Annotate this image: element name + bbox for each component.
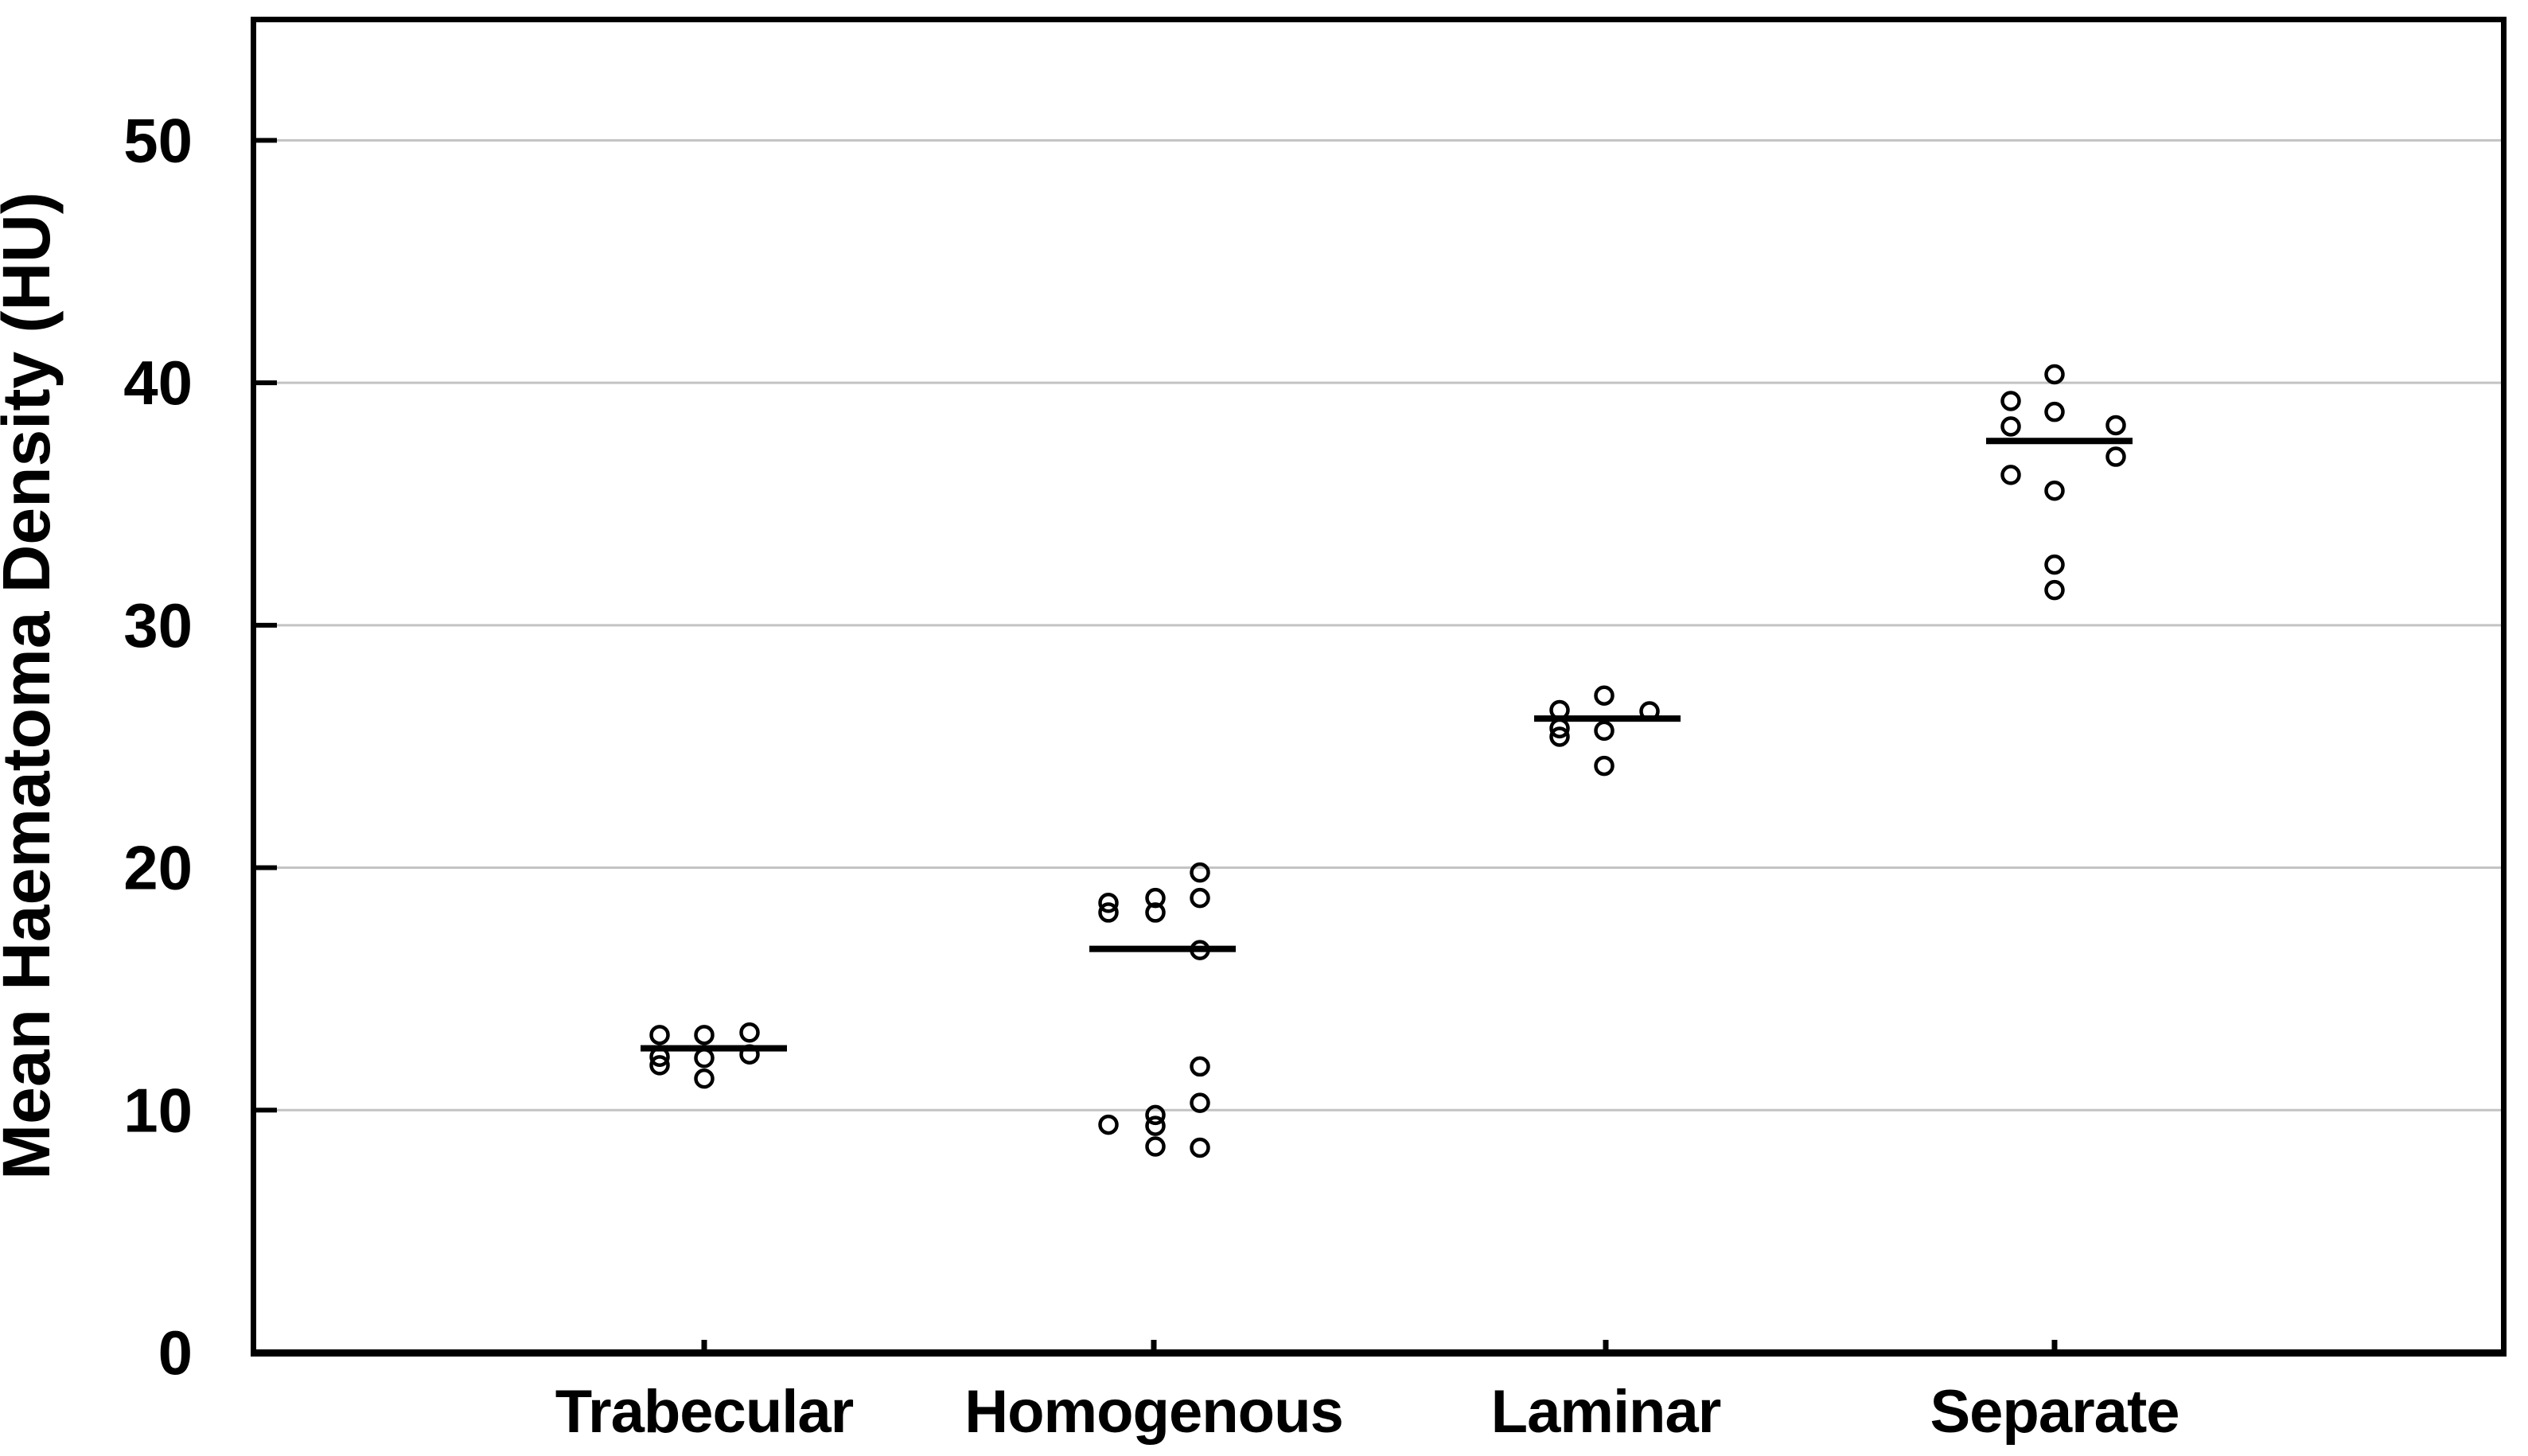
data-point: [1190, 1092, 1210, 1113]
y-axis-tick-40: [253, 380, 277, 386]
axis-ticks-layer: [253, 138, 2058, 1351]
gridline-y20: [253, 866, 2504, 870]
data-point: [2044, 480, 2065, 501]
mean-line-laminar: [1534, 715, 1681, 722]
y-axis-tick-30: [253, 622, 277, 628]
plot-frame: [251, 17, 2507, 1357]
y-tick-label-40: 40: [123, 348, 193, 418]
data-point: [1190, 862, 1210, 883]
data-point: [2105, 415, 2126, 436]
data-point: [1145, 1115, 1166, 1136]
data-point: [1190, 887, 1210, 909]
data-point: [1098, 902, 1119, 923]
data-point: [739, 1022, 760, 1043]
mean-line-trabecular: [641, 1045, 787, 1052]
data-point: [694, 1068, 715, 1089]
data-point: [694, 1025, 715, 1045]
category-label-homogenous: Homogenous: [964, 1378, 1343, 1446]
data-points-layer: [649, 364, 2126, 1158]
axis-tick-labels-layer: 0 10 20 30 40 50 Trabecular Homogenous Laminar Se…: [123, 105, 2179, 1446]
data-point: [1594, 720, 1615, 742]
gridline-y30: [253, 624, 2504, 627]
category-label-trabecular: Trabecular: [555, 1378, 854, 1446]
category-label-separate: Separate: [1930, 1378, 2179, 1446]
y-tick-label-20: 20: [123, 833, 193, 903]
y-axis-tick-50: [253, 138, 277, 143]
data-point: [2000, 391, 2021, 411]
data-point: [739, 1044, 760, 1065]
data-point: [2044, 579, 2065, 601]
data-point: [1549, 718, 1570, 739]
data-point: [1145, 902, 1166, 923]
data-point: [2000, 416, 2021, 437]
data-point: [1190, 1056, 1210, 1077]
data-point: [1098, 892, 1119, 913]
gridlines-layer: [253, 138, 2504, 1111]
data-point: [2044, 554, 2065, 575]
mean-line-separate: [1986, 438, 2133, 445]
data-point: [1145, 1136, 1166, 1157]
data-point: [649, 1055, 670, 1076]
data-point: [2044, 401, 2065, 422]
data-point: [649, 1025, 670, 1045]
x-axis-tick-laminar: [1603, 1340, 1609, 1351]
frame-left-spine: [251, 17, 256, 1357]
gridline-y50: [253, 138, 2504, 142]
x-axis-line: [251, 1349, 2507, 1357]
data-point: [1594, 685, 1615, 706]
frame-right-border: [2501, 17, 2507, 1357]
y-tick-label-0: 0: [158, 1318, 193, 1388]
y-tick-label-50: 50: [123, 105, 193, 175]
category-label-laminar: Laminar: [1491, 1378, 1721, 1446]
y-tick-label-10: 10: [123, 1075, 193, 1145]
data-point: [1549, 726, 1570, 747]
data-point: [2000, 465, 2021, 485]
data-point: [1145, 1104, 1166, 1126]
mean-line-homogenous: [1089, 945, 1236, 952]
data-point: [1639, 701, 1660, 722]
mean-lines-layer: [641, 438, 2133, 1052]
y-tick-label-30: 30: [123, 590, 193, 660]
data-point: [2105, 446, 2126, 467]
frame-top-border: [251, 17, 2507, 22]
gridline-y40: [253, 381, 2504, 384]
data-point: [1190, 1137, 1210, 1158]
data-point: [1098, 1114, 1119, 1135]
data-point: [694, 1048, 715, 1069]
x-axis-tick-separate: [2051, 1340, 2058, 1351]
data-point: [1190, 940, 1210, 960]
data-point: [1594, 755, 1615, 777]
y-axis-tick-20: [253, 865, 277, 870]
y-axis-tick-10: [253, 1108, 277, 1113]
x-axis-tick-trabecular: [701, 1340, 707, 1351]
data-point: [1145, 887, 1166, 909]
data-point: [2044, 364, 2065, 385]
x-axis-tick-homogenous: [1151, 1340, 1157, 1351]
y-axis-title: Mean Haematoma Density (HU): [0, 192, 64, 1180]
data-point: [649, 1046, 670, 1067]
gridline-y10: [253, 1108, 2504, 1111]
